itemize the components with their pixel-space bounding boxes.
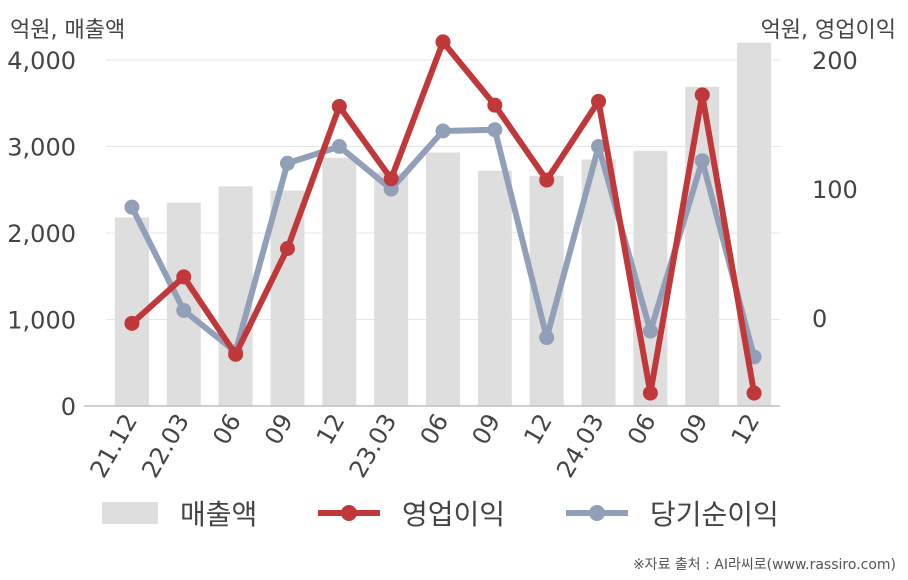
revenue-bar — [426, 152, 460, 406]
x-axis-tick-label: 09 — [259, 409, 299, 449]
x-axis-tick-label: 24.03 — [551, 409, 610, 483]
legend-label-revenue: 매출액 — [180, 498, 258, 531]
right-axis-tick-label: 100 — [812, 176, 858, 204]
net-income-point — [331, 139, 347, 154]
net-income-point — [279, 155, 295, 171]
right-axis-tick-label: 0 — [812, 305, 827, 333]
net-income-point — [176, 302, 192, 318]
operating-profit-point — [124, 315, 140, 331]
revenue-bar — [374, 172, 409, 406]
left-axis-tick-label: 2,000 — [7, 220, 76, 248]
chart-legend: 매출액 영업이익 당기순이익 — [0, 493, 908, 533]
operating-profit-point — [591, 93, 607, 109]
legend-label-operating-profit: 영업이익 — [402, 498, 506, 531]
legend-label-net-income: 당기순이익 — [650, 498, 779, 531]
left-axis-tick-label: 0 — [61, 393, 76, 421]
revenue-bar — [218, 186, 253, 406]
net-income-point — [539, 330, 555, 346]
x-axis-tick-label: 12 — [311, 409, 351, 449]
legend-item-net-income: 당기순이익 — [566, 493, 779, 533]
legend-swatch-operating-profit — [318, 502, 380, 524]
x-axis-tick-label: 06 — [207, 409, 247, 449]
operating-profit-point — [539, 172, 555, 188]
net-income-point — [487, 122, 503, 138]
operating-profit-point — [383, 171, 399, 187]
net-income-point — [124, 199, 140, 215]
x-axis-tick-label: 06 — [622, 409, 662, 449]
x-axis-tick-label: 09 — [674, 409, 714, 449]
legend-item-revenue: 매출액 — [102, 493, 257, 533]
net-income-point — [642, 323, 658, 339]
net-income-point — [383, 181, 399, 197]
net-income-point — [591, 139, 607, 154]
operating-profit-point — [279, 240, 295, 256]
left-axis-unit: 억원, 매출액 — [10, 18, 126, 43]
operating-profit-point — [487, 97, 503, 113]
operating-profit-point — [694, 87, 710, 103]
right-axis-unit: 억원, 영업이익 — [760, 18, 896, 43]
left-axis-tick-label: 4,000 — [7, 47, 76, 75]
operating-profit-point — [331, 98, 347, 114]
legend-item-operating-profit: 영업이익 — [318, 493, 505, 533]
x-axis-tick-label: 21.12 — [85, 409, 144, 483]
source-note: ※자료 출처 : AI라씨로(www.rassiro.com) — [632, 557, 896, 573]
legend-swatch-revenue — [102, 502, 158, 524]
right-axis-tick-label: 200 — [812, 47, 858, 75]
net-income-point — [435, 123, 451, 139]
net-income-point — [694, 153, 710, 169]
revenue-bar — [685, 86, 720, 406]
x-axis-tick-label: 12 — [518, 409, 558, 449]
operating-profit-point — [746, 385, 762, 401]
revenue-bar — [270, 190, 305, 406]
left-axis-tick-label: 1,000 — [7, 307, 76, 335]
operating-profit-point — [228, 346, 244, 362]
revenue-bar — [477, 170, 512, 406]
revenue-bar — [581, 159, 616, 406]
x-axis-tick-label: 06 — [415, 409, 455, 449]
operating-profit-point — [642, 385, 658, 401]
operating-profit-point — [176, 269, 192, 285]
legend-swatch-net-income — [566, 502, 628, 524]
x-axis-tick-label: 09 — [467, 409, 507, 449]
revenue-bar — [633, 150, 668, 406]
x-axis-tick-label: 23.03 — [344, 409, 403, 483]
x-axis-tick-label: 12 — [726, 409, 766, 449]
left-axis-tick-label: 3,000 — [7, 134, 76, 162]
x-axis-tick-label: 22.03 — [136, 409, 195, 483]
revenue-bar — [322, 157, 357, 406]
operating-profit-point — [435, 34, 451, 50]
